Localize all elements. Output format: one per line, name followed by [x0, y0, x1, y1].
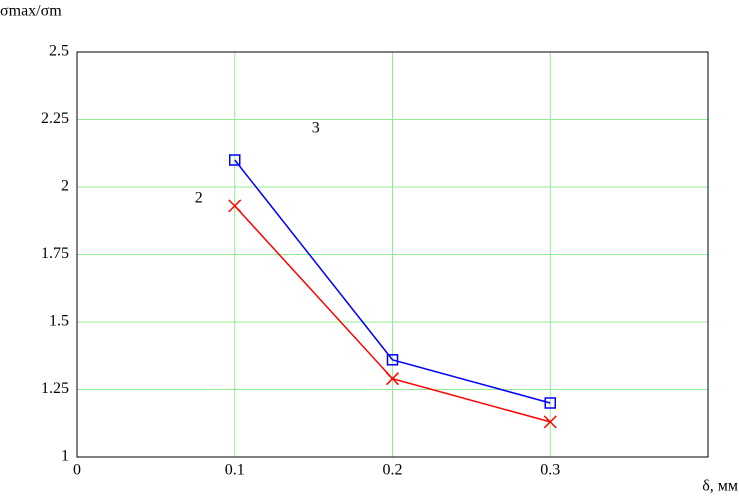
x-tick-label: 0.1: [225, 462, 245, 479]
x-tick-label: 0.2: [383, 462, 403, 479]
y-tick-label: 2.25: [41, 110, 69, 127]
x-axis-label: δ, мм: [702, 478, 738, 495]
marker: [228, 199, 242, 213]
series-label: 2: [195, 190, 203, 207]
x-tick-label: 0: [73, 462, 81, 479]
series-line: [234, 159, 551, 404]
y-tick-label: 2: [61, 178, 69, 195]
marker: [544, 397, 556, 409]
y-tick-label: 1.75: [41, 245, 69, 262]
y-tick-label: 1.5: [49, 313, 69, 330]
marker: [229, 154, 241, 166]
plot-frame: [76, 51, 709, 458]
y-axis-label: σmax/σm: [0, 3, 62, 20]
marker: [543, 415, 557, 429]
series-label: 3: [312, 120, 320, 137]
marker: [386, 354, 399, 366]
y-tick-label: 1.25: [41, 380, 69, 397]
y-tick-label: 2.5: [49, 43, 69, 60]
y-tick-label: 1: [61, 448, 69, 465]
x-tick-label: 0.3: [540, 462, 560, 479]
marker: [385, 372, 400, 386]
